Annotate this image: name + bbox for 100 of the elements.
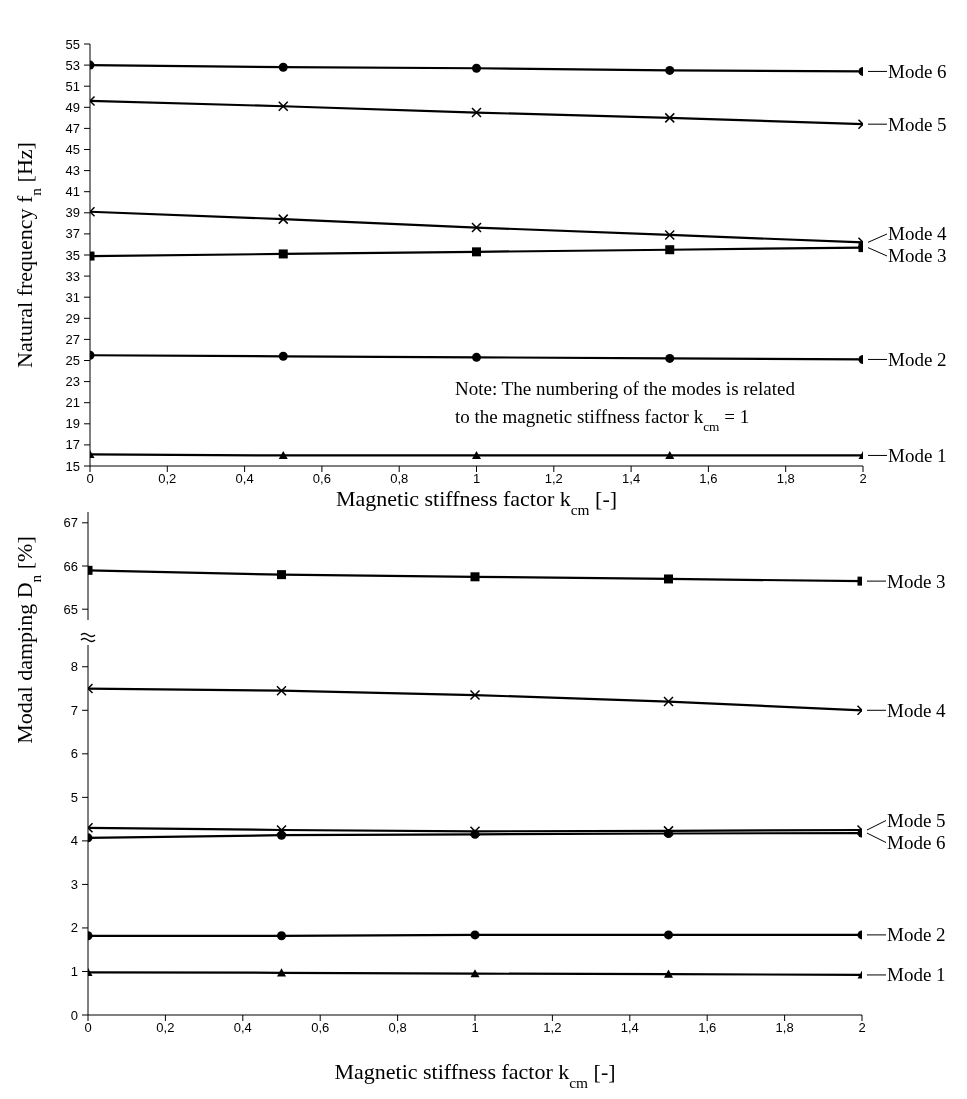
point [665, 450, 675, 460]
point [470, 969, 480, 978]
y-tick-label: 65 [63, 601, 78, 617]
y-tick-label: 27 [65, 331, 80, 347]
y-tick-label: 37 [65, 226, 80, 242]
x-tick-label: 1,8 [775, 1020, 794, 1035]
y-tick-label: 66 [63, 558, 78, 574]
x-axis-title: Magnetic stiffness factor k$_{cm}$ [-] [335, 486, 618, 518]
y-tick-label: 41 [65, 184, 80, 200]
point [472, 352, 481, 362]
point [665, 353, 675, 363]
y-tick-label: 0 [70, 1007, 78, 1023]
legend-label: Mode 5 [888, 113, 947, 135]
x-tick-label: 0,6 [312, 471, 331, 486]
point [278, 62, 288, 72]
point [665, 245, 675, 255]
legend-label: Mode 4 [887, 699, 947, 721]
legend-label: Mode 1 [888, 444, 947, 466]
y-tick-label: 35 [65, 247, 80, 263]
x-tick-label: 1 [472, 471, 481, 486]
y-tick-label: 47 [65, 120, 80, 136]
x-tick-label: 1,4 [622, 471, 641, 486]
x-tick-label: 1,4 [620, 1020, 639, 1035]
point [472, 450, 481, 460]
x-axis-title: Magnetic stiffness factor k$_{cm}$ [-] [334, 1059, 616, 1091]
y-tick-label: 51 [65, 78, 80, 94]
y-tick-label: 55 [65, 36, 80, 52]
x-tick-label: 1,8 [776, 471, 795, 486]
y-tick-label: 2 [70, 920, 78, 936]
y-tick-label: 21 [65, 395, 80, 411]
legend-label: Mode 2 [887, 924, 946, 946]
point [663, 696, 674, 707]
point [277, 570, 286, 580]
legend-label: Mode 6 [887, 832, 946, 854]
point [665, 65, 675, 75]
y-tick-label: 4 [70, 833, 78, 849]
x-tick-label: 0 [84, 1020, 92, 1035]
point [470, 930, 480, 940]
y-tick-label: 8 [70, 659, 78, 675]
point [469, 689, 481, 701]
x-tick-label: 0,2 [158, 471, 177, 486]
point [471, 107, 482, 118]
y-tick-label: 19 [65, 416, 80, 432]
y-tick-label: 39 [65, 205, 80, 221]
y-tick-label: 7 [70, 702, 78, 718]
x-tick-label: 2 [858, 1020, 866, 1035]
point [472, 63, 481, 73]
x-tick-label: 0,6 [311, 1020, 330, 1035]
point [277, 931, 286, 941]
y-tick-label: 31 [65, 289, 80, 305]
y-tick-label: 6 [70, 746, 78, 762]
legend-label: Mode 1 [887, 964, 946, 986]
y-tick-label: 43 [65, 163, 80, 179]
point [278, 249, 288, 259]
legend-label: Mode 2 [888, 348, 947, 370]
x-tick-label: 1,2 [543, 1020, 562, 1035]
y-tick-label: 33 [65, 268, 80, 284]
point [664, 930, 673, 940]
y-tick-label: 25 [65, 353, 80, 368]
point [471, 222, 482, 233]
point [278, 213, 289, 225]
x-tick-label: 1,6 [698, 1020, 717, 1035]
y-tick-label: 45 [65, 142, 80, 157]
x-tick-label: 1,2 [544, 471, 563, 486]
point [664, 229, 675, 241]
y-tick-label: 67 [63, 515, 78, 531]
point [278, 100, 289, 112]
legend-label: Mode 6 [888, 60, 947, 82]
y-tick-label: 3 [70, 876, 78, 892]
point [277, 968, 286, 977]
x-tick-label: 1 [471, 1020, 479, 1035]
x-tick-label: 1,6 [699, 471, 718, 486]
point [470, 572, 480, 582]
legend-label: Mode 3 [887, 570, 946, 592]
y-tick-label: 1 [70, 963, 78, 979]
x-tick-label: 0,8 [390, 471, 409, 486]
point [278, 450, 288, 460]
x-tick-label: 0,4 [233, 1020, 252, 1035]
point [472, 247, 481, 257]
point [664, 574, 673, 584]
point [276, 685, 287, 696]
x-tick-label: 0,2 [156, 1020, 175, 1035]
x-tick-label: 0,4 [235, 471, 254, 486]
y-tick-label: 15 [65, 458, 80, 474]
y-tick-label: 5 [70, 789, 78, 805]
point [664, 112, 675, 124]
y-tick-label: 49 [65, 99, 80, 115]
legend-label: Mode 5 [887, 810, 946, 832]
y-tick-label: 17 [65, 437, 80, 453]
legend-label: Mode 4 [888, 223, 948, 245]
x-tick-label: 2 [859, 471, 867, 486]
y-tick-label: 23 [65, 374, 80, 390]
y-tick-label: 53 [65, 57, 80, 73]
y-tick-label: 29 [65, 310, 80, 326]
point [278, 351, 288, 361]
annotation: Note: The numbering of the modes is related to the magnetic stiffness factor k$_{cm}$ = 1 [455, 378, 796, 434]
x-tick-label: 0 [86, 471, 94, 486]
point [664, 969, 673, 978]
legend-label: Mode 3 [888, 245, 947, 267]
x-tick-label: 0,8 [388, 1020, 407, 1035]
